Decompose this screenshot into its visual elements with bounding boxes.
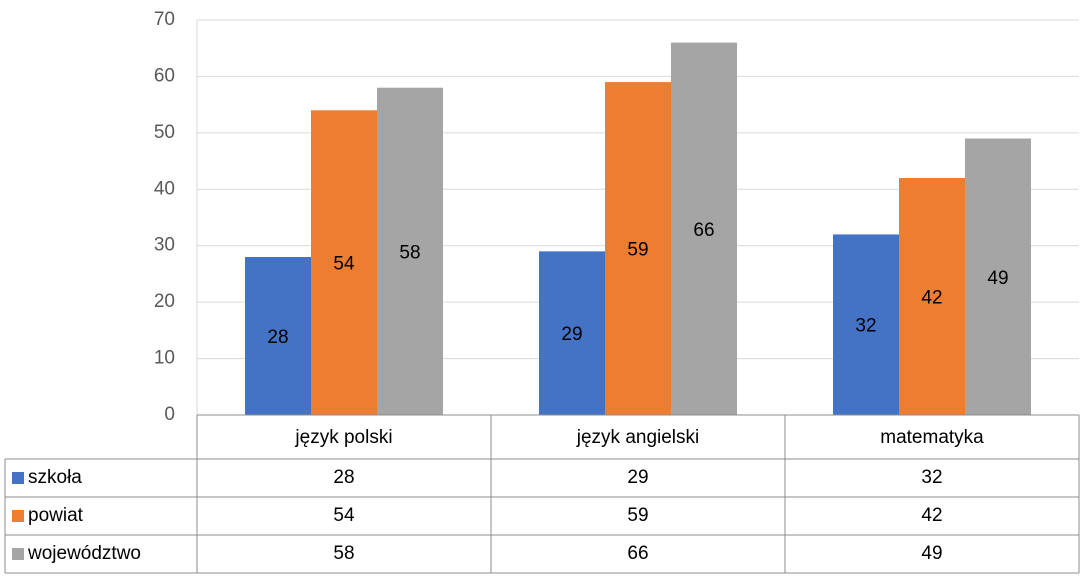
data-label: 49 xyxy=(987,268,1008,289)
data-label: 54 xyxy=(333,254,355,275)
legend-label: szkoła xyxy=(28,467,82,488)
table-value: 42 xyxy=(921,505,942,526)
bar xyxy=(965,138,1031,415)
bar xyxy=(311,110,377,416)
legend-label: powiat xyxy=(28,505,84,526)
y-tick-label: 30 xyxy=(154,235,175,256)
table-value: 28 xyxy=(333,467,354,488)
x-tick-label: język polski xyxy=(294,427,392,448)
bar xyxy=(833,234,899,415)
data-label: 28 xyxy=(267,327,288,348)
table-value: 59 xyxy=(627,505,648,526)
y-tick-label: 70 xyxy=(154,9,175,30)
bar xyxy=(245,257,311,415)
x-tick-label: język angielski xyxy=(576,427,700,448)
data-label: 29 xyxy=(561,324,582,345)
x-tick-label: matematyka xyxy=(880,427,984,448)
legend-swatch xyxy=(12,472,24,484)
legend-label: województwo xyxy=(27,543,141,564)
data-label: 59 xyxy=(627,240,648,261)
legend-swatch xyxy=(12,510,24,522)
table-value: 66 xyxy=(627,543,648,564)
y-tick-label: 60 xyxy=(154,65,175,86)
y-tick-label: 10 xyxy=(154,348,175,369)
bar xyxy=(671,42,737,415)
y-tick-label: 50 xyxy=(154,122,175,143)
data-label: 32 xyxy=(855,316,876,337)
bar xyxy=(899,178,965,415)
data-label: 58 xyxy=(399,242,420,263)
data-label: 66 xyxy=(693,220,714,241)
data-label: 42 xyxy=(921,288,942,309)
bar xyxy=(605,82,671,416)
table-value: 58 xyxy=(333,543,354,564)
y-tick-label: 0 xyxy=(164,404,175,425)
bar xyxy=(377,87,443,415)
table-value: 54 xyxy=(333,505,355,526)
table-value: 29 xyxy=(627,467,648,488)
y-tick-label: 20 xyxy=(154,291,175,312)
legend-swatch xyxy=(12,548,24,560)
table-value: 32 xyxy=(921,467,942,488)
y-tick-label: 40 xyxy=(154,178,175,199)
bar xyxy=(539,251,605,415)
table-value: 49 xyxy=(921,543,942,564)
